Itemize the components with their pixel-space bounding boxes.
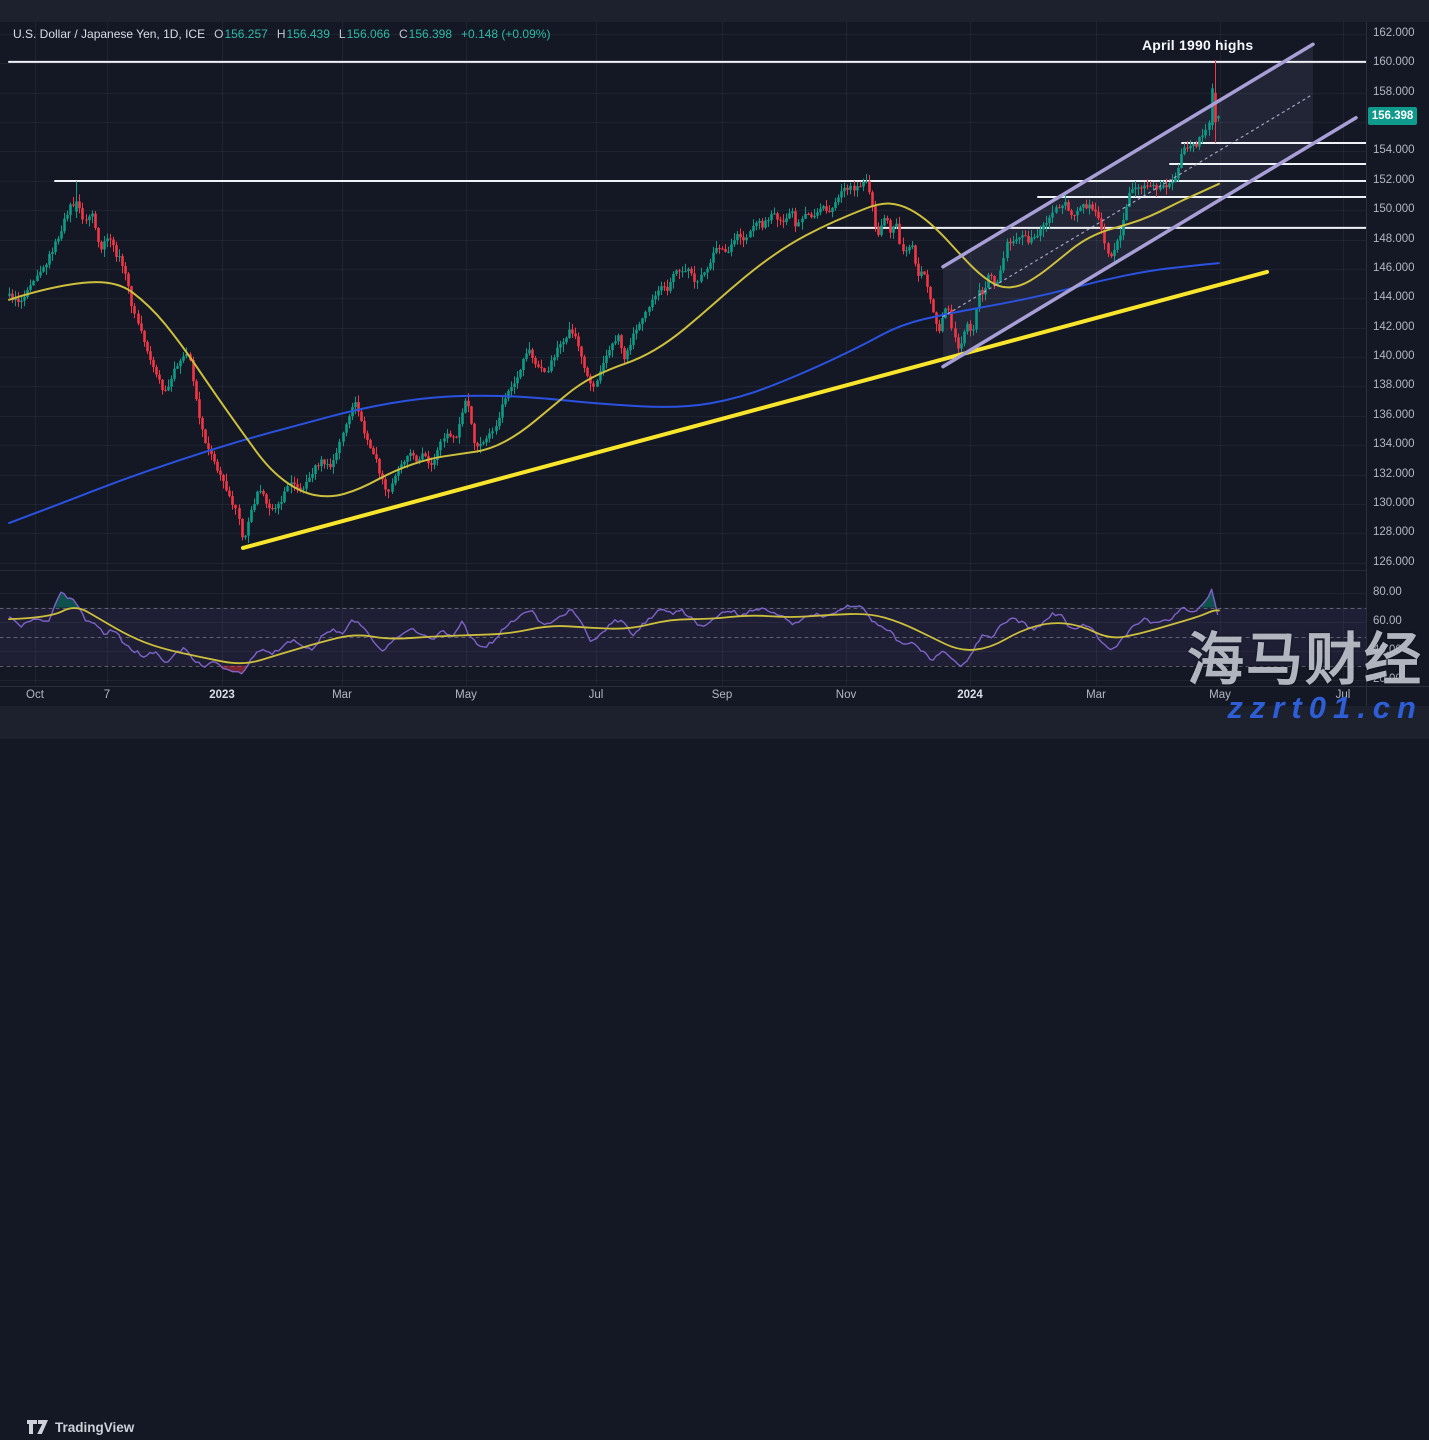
price-tick-label: 142.000 [1373,320,1415,333]
legend-low: L 156.066 [338,27,390,41]
time-tick-label: Jul [1335,689,1351,701]
price-tick-label: 152.000 [1373,173,1415,186]
price-tick-label: 130.000 [1373,496,1415,509]
price-tick-label: 158.000 [1373,85,1415,98]
symbol-legend: U.S. Dollar / Japanese Yen, 1D, ICE O 156… [13,27,550,41]
last-price-badge: 156.398 [1368,107,1417,125]
rsi-tick-label: 60.00 [1373,615,1402,628]
legend-close: C 156.398 [398,27,453,41]
chart-annotation: April 1990 highs [1142,37,1254,53]
rsi-tick-label: 80.00 [1373,586,1402,598]
price-tick-label: 136.000 [1373,408,1415,421]
price-tick-label: 140.000 [1373,350,1415,363]
legend-open: O 156.257 [214,27,268,41]
price-tick-label: 154.000 [1373,144,1415,157]
time-tick-label: May [455,689,477,701]
price-tick-label: 148.000 [1373,232,1415,245]
time-tick-label: Sep [711,689,733,701]
chart-canvas[interactable] [0,0,1429,739]
brand-name[interactable]: TradingView [55,1420,135,1435]
time-tick-label: 7 [103,689,111,701]
price-tick-label: 134.000 [1373,438,1415,451]
time-tick-label: Mar [332,689,352,701]
time-tick-label: Mar [1086,689,1106,701]
price-tick-label: 138.000 [1373,379,1415,392]
tradingview-logo-icon[interactable] [27,1420,48,1435]
time-tick-label: May [1209,689,1231,701]
time-tick-label: Jul [588,689,604,701]
time-tick-label: Oct [26,689,44,701]
price-tick-label: 146.000 [1373,261,1415,274]
price-tick-label: 160.000 [1373,56,1415,69]
legend-change: +0.148 (+0.09%) [461,27,551,41]
legend-high: H 156.439 [276,27,330,41]
time-tick-label: 2023 [209,689,235,701]
rsi-tick-label: 40.00 [1373,644,1402,657]
time-axis[interactable]: Oct 7 2023 Mar May Jul Sep Nov 2024 Mar May Jul [0,686,1366,706]
price-tick-label: 132.000 [1373,467,1415,480]
price-tick-label: 128.000 [1373,526,1415,539]
symbol-title: U.S. Dollar / Japanese Yen, 1D, ICE [13,27,206,41]
price-axis[interactable]: 162.000160.000158.000156.000154.000152.0… [1366,22,1429,706]
brand[interactable]: TradingView [27,1420,134,1435]
time-tick-label: Nov [835,689,857,701]
price-tick-label: 144.000 [1373,291,1415,304]
price-tick-label: 162.000 [1373,27,1415,39]
rsi-tick-label: 20.00 [1373,673,1402,686]
price-tick-label: 126.000 [1373,555,1415,568]
price-tick-label: 150.000 [1373,203,1415,216]
time-tick-label: 2024 [957,689,983,701]
